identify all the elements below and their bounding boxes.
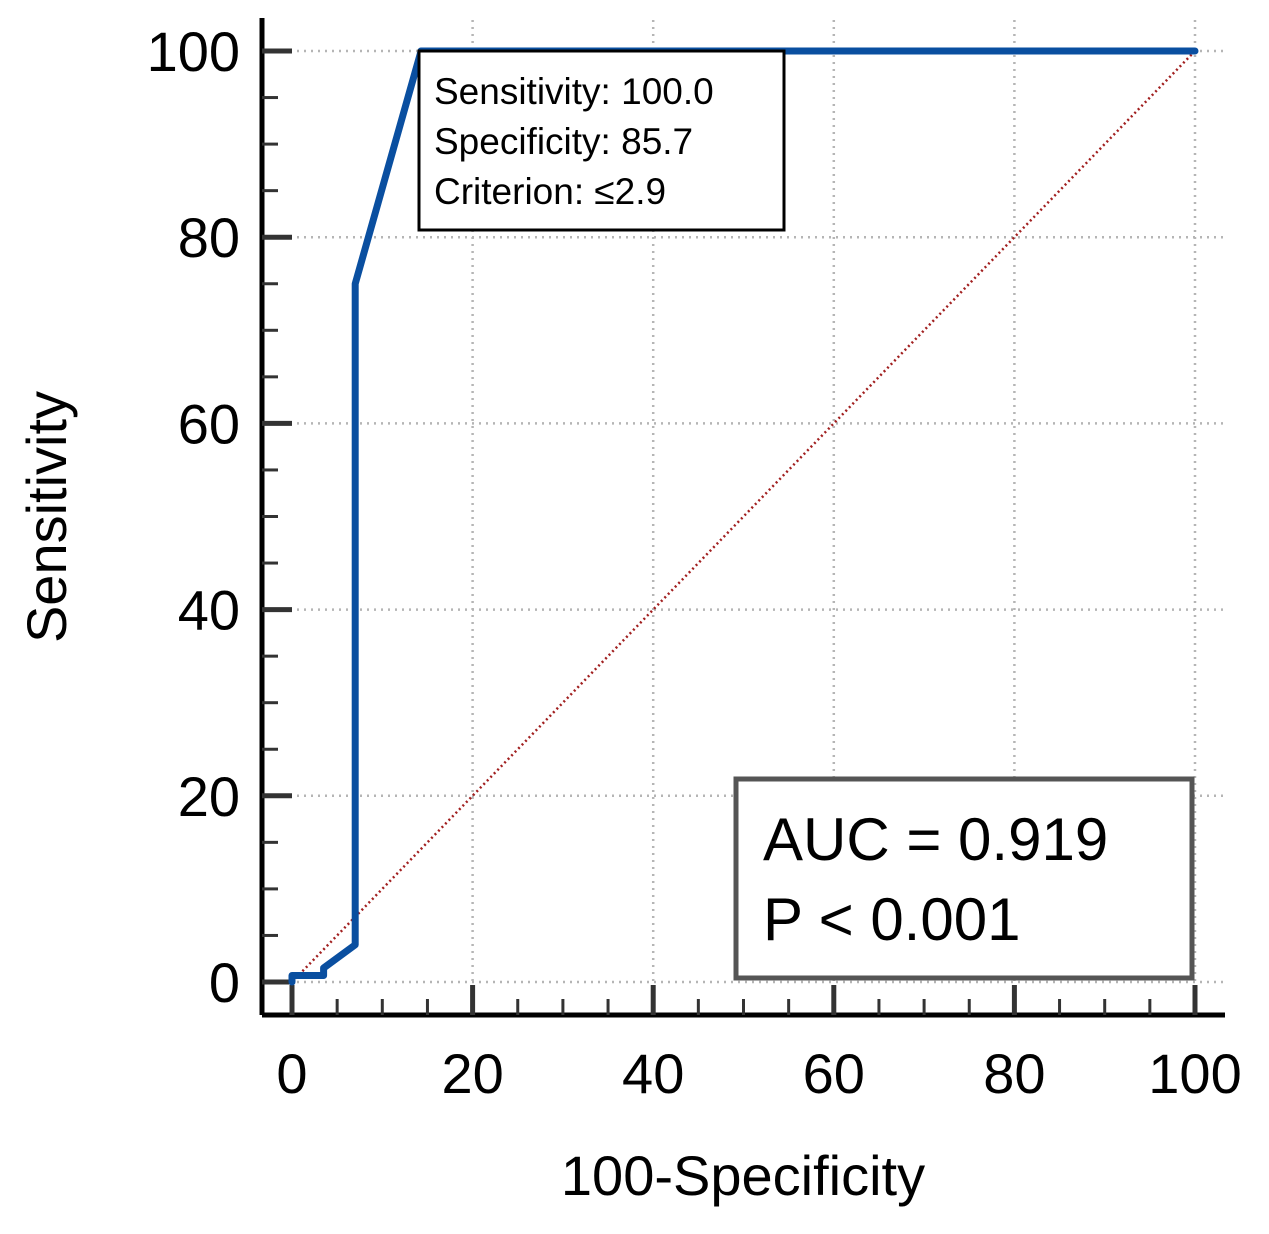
y-tick-label-20: 20 [178,765,240,828]
p-value-text: P < 0.001 [763,886,1020,953]
y-tick-label-0: 0 [209,951,240,1014]
criterion-sensitivity-text: Sensitivity: 100.0 [434,71,714,112]
auc-stats-box: AUC = 0.919 P < 0.001 [733,776,1195,981]
tick-labels: 0 20 40 60 80 100 0 20 40 60 80 100 [147,20,1242,1105]
x-tick-label-60: 60 [803,1042,865,1105]
y-tick-label-40: 40 [178,579,240,642]
y-tick-label-60: 60 [178,392,240,455]
x-tick-label-40: 40 [622,1042,684,1105]
x-tick-label-100: 100 [1148,1042,1241,1105]
auc-text: AUC = 0.919 [763,806,1108,873]
roc-curve-line [288,47,1199,986]
x-tick-label-0: 0 [276,1042,307,1105]
criterion-box-frame [417,49,786,232]
grid-lines [262,20,1225,1015]
reference-line-group [291,50,1196,983]
x-tick-label-80: 80 [983,1042,1045,1105]
y-axis-title: Sensitivity [15,391,78,643]
reference-diagonal-line [291,50,1196,983]
y-tick-label-100: 100 [147,20,240,83]
criterion-specificity-text: Specificity: 85.7 [434,121,693,162]
criterion-value-text: Criterion: ≤2.9 [434,171,666,212]
x-axis-title: 100-Specificity [561,1144,925,1207]
y-tick-label-80: 80 [178,206,240,269]
x-tick-label-20: 20 [441,1042,503,1105]
axes [259,18,1225,1018]
roc-curve-group [288,47,1199,986]
auc-box-frame [733,776,1195,981]
criterion-annotation-box: Sensitivity: 100.0 Specificity: 85.7 Cri… [417,49,786,232]
